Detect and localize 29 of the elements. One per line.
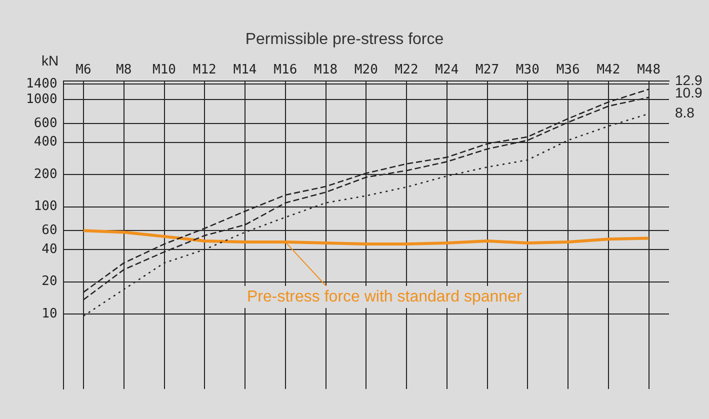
y-tick-label: 20 <box>42 274 58 290</box>
y-tick-label: 600 <box>34 116 58 131</box>
x-tick-label: M30 <box>516 62 540 78</box>
x-tick-label: M24 <box>435 62 459 78</box>
x-tick-label: M18 <box>314 62 338 78</box>
y-tick-label: 1000 <box>26 92 58 108</box>
chart-title: Permissible pre-stress force <box>245 31 444 48</box>
y-tick-label: 100 <box>34 199 58 214</box>
text: Pre-stress force with standard spanner <box>247 288 522 306</box>
x-tick-label: M16 <box>274 62 298 78</box>
y-tick-label: 10 <box>42 306 58 322</box>
y-tick-label: 60 <box>42 223 58 238</box>
x-tick-label: M36 <box>556 62 580 78</box>
x-tick-label: M42 <box>596 62 620 78</box>
x-tick-label: M10 <box>152 62 176 78</box>
x-tick-label: M6 <box>76 62 92 78</box>
y-tick-label: 1400 <box>26 76 58 92</box>
y-tick-label: 400 <box>34 134 58 150</box>
y-tick-label: 40 <box>42 242 58 257</box>
y-tick-label: 200 <box>34 166 58 182</box>
x-tick-label: M22 <box>394 62 418 78</box>
y-axis-title: kN <box>41 52 59 69</box>
x-tick-label: M27 <box>476 62 500 78</box>
x-tick-label: M48 <box>637 62 661 78</box>
series-label: 8.8 <box>675 104 695 121</box>
x-tick-label: M20 <box>354 62 378 78</box>
x-tick-label: M12 <box>192 62 216 78</box>
x-tick-label: M14 <box>233 62 257 78</box>
x-tick-label: M8 <box>116 62 132 78</box>
